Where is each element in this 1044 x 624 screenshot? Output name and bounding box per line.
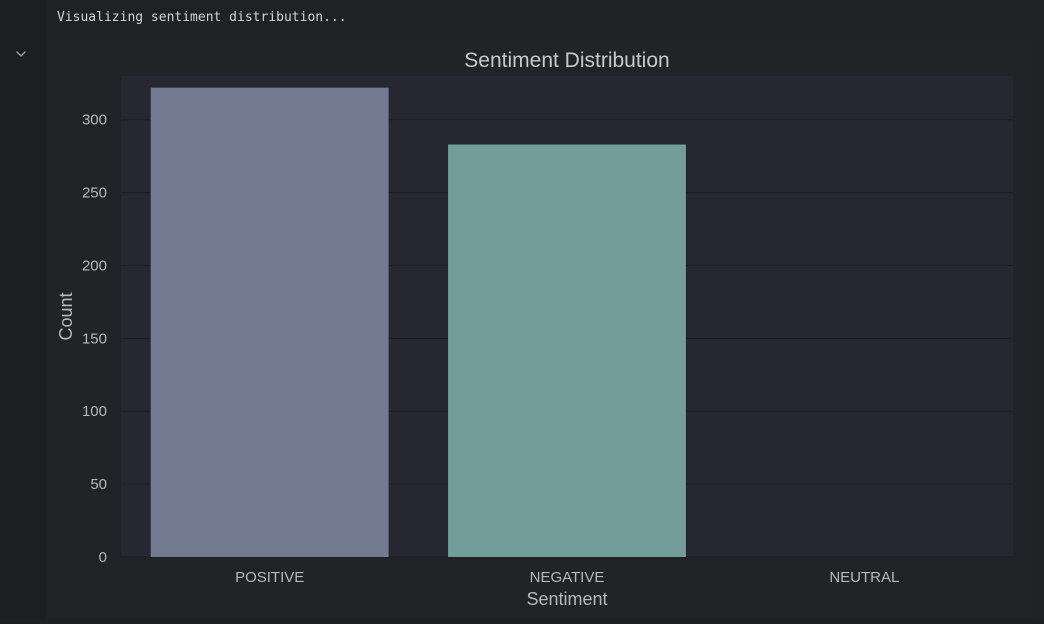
y-tick-label: 200 <box>82 257 107 274</box>
bar-positive <box>150 87 389 557</box>
x-tick-label: NEUTRAL <box>829 569 899 586</box>
x-tick-label: POSITIVE <box>235 569 304 586</box>
y-tick-label: 0 <box>99 549 107 566</box>
x-tick-label: NEGATIVE <box>530 569 605 586</box>
y-axis-label: Count <box>56 292 76 340</box>
cell-gutter <box>0 0 46 619</box>
chart-title: Sentiment Distribution <box>464 49 669 72</box>
chevron-down-icon[interactable] <box>13 46 29 62</box>
y-tick-label: 100 <box>82 403 107 420</box>
bar-negative <box>448 144 686 558</box>
y-tick-label: 150 <box>82 330 107 347</box>
x-axis-label: Sentiment <box>526 589 607 609</box>
stdout-text: Visualizing sentiment distribution... <box>57 10 347 25</box>
bar-chart: 0 50 100 150 200 250 300 POSITIVE NEGATIVE NEUTRA… <box>56 49 1013 609</box>
y-tick-label: 300 <box>82 112 107 129</box>
y-tick-label: 50 <box>90 476 107 493</box>
y-tick-label: 250 <box>82 185 107 202</box>
chart-figure: 0 50 100 150 200 250 300 POSITIVE NEGATIVE NEUTRA… <box>48 40 1032 619</box>
